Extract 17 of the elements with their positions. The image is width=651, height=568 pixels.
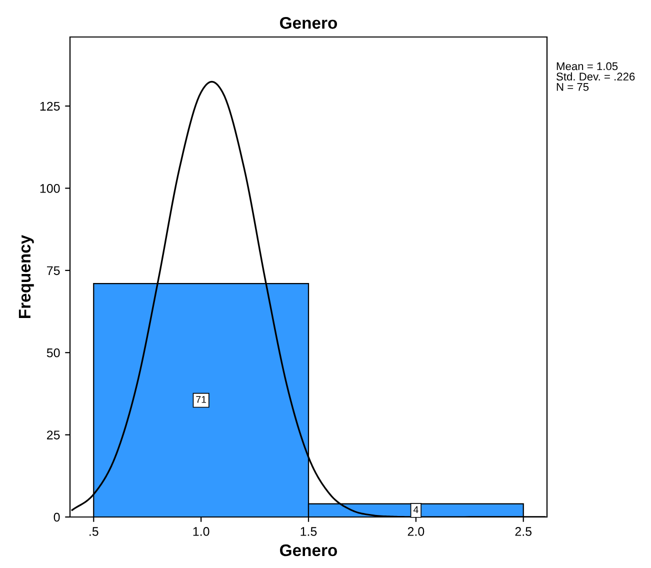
data-label: 4 [413, 506, 418, 513]
x-tick-label: 2.0 [408, 527, 424, 536]
y-tick-label: 100 [40, 184, 60, 193]
x-tick-label: 2.5 [515, 527, 532, 536]
chart-title: Genero [280, 17, 338, 29]
y-tick-label: 0 [54, 512, 60, 522]
y-axis-title: Frequency [18, 234, 34, 318]
y-tick-label: 50 [46, 348, 60, 358]
y-tick-label: 25 [47, 430, 60, 440]
x-tick-label: 1.0 [193, 527, 210, 536]
x-tick-label: 1.5 [300, 527, 317, 536]
y-tick-label: 75 [47, 266, 60, 276]
text: Mean = 1.05 Std. Dev. = .226 N = 75 [556, 62, 635, 91]
data-label: 71 [196, 396, 206, 403]
x-tick-label: .5 [90, 527, 98, 536]
x-axis-title: Genero [280, 544, 338, 556]
y-tick-label: 125 [40, 102, 60, 111]
